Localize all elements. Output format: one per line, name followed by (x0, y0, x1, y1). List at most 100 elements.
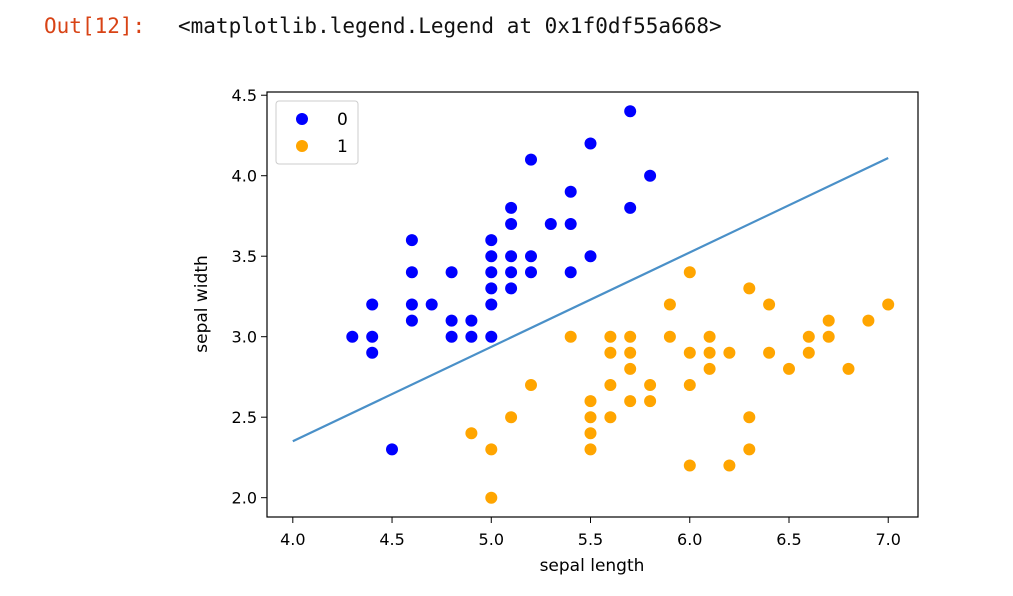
point-series-1-12 (604, 379, 617, 391)
point-series-1-3 (505, 411, 518, 424)
point-series-1-31 (743, 282, 756, 295)
point-series-0-15 (485, 234, 498, 247)
point-series-0-12 (445, 330, 458, 343)
point-series-1-11 (604, 346, 617, 359)
point-series-1-2 (485, 491, 498, 504)
point-series-0-20 (485, 330, 498, 343)
point-series-1-13 (604, 411, 617, 424)
y-axis-label: sepal width (192, 255, 212, 353)
point-series-0-37 (644, 169, 657, 182)
y-tick-label-4: 4.0 (232, 167, 257, 186)
point-series-0-2 (366, 330, 379, 343)
point-series-1-24 (683, 379, 696, 391)
x-tick-label-5: 6.5 (776, 530, 801, 549)
plot-frame (266, 91, 919, 518)
point-series-1-39 (822, 314, 835, 327)
x-axis: 4.0 4.5 5.0 5.5 6.0 6.5 7.0 (280, 517, 901, 549)
point-series-0-17 (485, 266, 498, 279)
point-series-0-13 (465, 314, 478, 327)
point-series-0-18 (485, 282, 498, 295)
point-series-1-41 (842, 362, 855, 375)
point-series-0-31 (564, 218, 577, 230)
point-series-1-23 (683, 346, 696, 359)
point-series-1-1 (485, 443, 498, 456)
legend-label-0: 0 (337, 110, 348, 130)
x-tick-label-0: 4.0 (280, 530, 305, 549)
y-tick-label-2: 3.0 (232, 328, 257, 347)
point-series-0-26 (525, 153, 537, 166)
point-series-0-33 (584, 137, 597, 150)
point-series-0-8 (405, 314, 418, 327)
point-series-0-4 (386, 443, 398, 456)
legend-label-1: 1 (337, 137, 348, 157)
y-tick-label-0: 2.0 (232, 489, 257, 508)
point-series-0-23 (505, 250, 518, 263)
point-series-1-30 (723, 459, 736, 472)
point-series-1-40 (822, 330, 835, 343)
point-series-1-6 (584, 395, 597, 408)
point-series-1-33 (743, 443, 756, 456)
point-series-1-34 (763, 298, 776, 311)
point-series-0-1 (366, 298, 379, 311)
x-axis-label: sepal length (540, 556, 645, 576)
point-series-0-7 (405, 298, 418, 311)
y-tick-label-1: 2.5 (232, 408, 257, 427)
legend: 0 1 (275, 100, 359, 165)
y-tick-label-5: 4.5 (232, 86, 257, 105)
point-series-1-9 (584, 443, 597, 456)
point-series-0-27 (525, 250, 537, 263)
point-series-0-16 (485, 250, 498, 263)
point-series-1-36 (783, 362, 795, 375)
point-series-1-37 (802, 330, 815, 343)
point-series-1-20 (663, 298, 676, 311)
point-series-1-42 (862, 314, 875, 327)
point-series-1-8 (584, 427, 597, 440)
data-marks (292, 105, 895, 504)
point-series-0-22 (505, 218, 518, 230)
point-series-0-5 (405, 234, 418, 247)
point-series-1-4 (525, 379, 537, 391)
legend-marker-0 (296, 113, 308, 125)
point-series-0-0 (346, 330, 359, 343)
decision-line (292, 157, 889, 443)
point-series-0-30 (564, 185, 577, 198)
point-series-1-17 (624, 395, 637, 408)
point-series-1-26 (703, 330, 716, 343)
point-series-0-19 (485, 298, 498, 311)
point-series-1-28 (703, 362, 716, 375)
point-series-0-32 (564, 266, 577, 279)
point-series-1-19 (644, 395, 657, 408)
point-series-0-36 (624, 201, 637, 214)
point-series-1-27 (703, 346, 716, 359)
point-series-1-0 (465, 427, 478, 440)
point-series-1-29 (723, 346, 736, 359)
point-series-1-32 (743, 411, 756, 424)
x-tick-label-1: 4.5 (379, 530, 404, 549)
output-text: <matplotlib.legend.Legend at 0x1f0df55a6… (178, 14, 722, 38)
point-series-0-10 (445, 266, 458, 279)
point-series-1-22 (683, 266, 696, 279)
point-series-0-6 (405, 266, 418, 279)
legend-marker-1 (296, 140, 308, 152)
x-tick-label-6: 7.0 (876, 530, 901, 549)
point-series-0-25 (505, 282, 518, 295)
point-series-1-18 (644, 379, 657, 391)
point-series-0-28 (525, 266, 537, 279)
x-tick-label-4: 6.0 (677, 530, 702, 549)
point-series-0-14 (465, 330, 478, 343)
point-series-1-7 (584, 411, 597, 424)
x-tick-label-2: 5.0 (479, 530, 504, 549)
point-series-0-9 (425, 298, 438, 311)
y-axis: 2.0 2.5 3.0 3.5 4.0 4.5 (232, 86, 267, 508)
point-series-1-14 (624, 330, 637, 343)
point-series-1-25 (683, 459, 696, 472)
point-series-0-29 (544, 218, 557, 230)
output-prompt: Out[12]: (44, 14, 146, 38)
point-series-0-34 (584, 250, 597, 263)
point-series-1-15 (624, 346, 637, 359)
point-series-0-24 (505, 266, 518, 279)
point-series-1-5 (564, 330, 577, 343)
point-series-1-10 (604, 330, 617, 343)
point-series-0-3 (366, 346, 379, 359)
